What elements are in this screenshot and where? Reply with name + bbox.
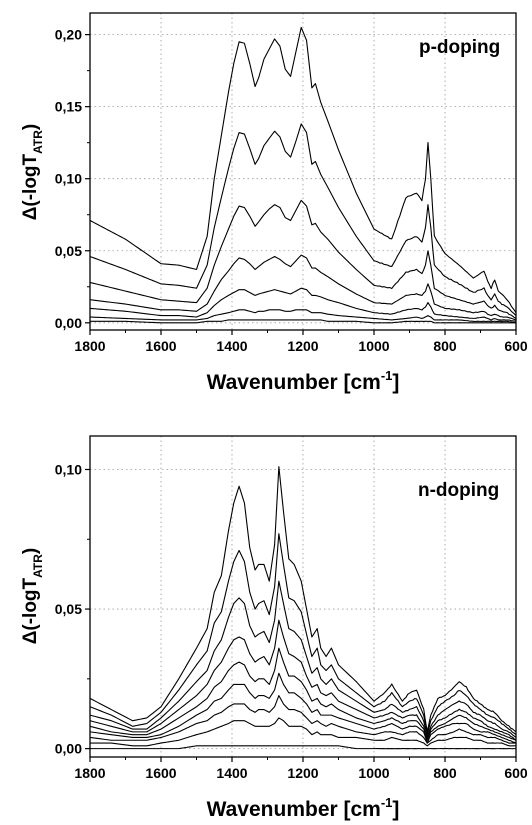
n-doping-chart: 1800 1600 1400 1200 1000 800 600 0,00 0,05 0,10 n… (20, 435, 528, 821)
spectrum-series-3 (89, 580, 517, 739)
y-axis-label: Δ(-logTATR) (20, 124, 45, 221)
spectrum-series-4 (89, 619, 517, 741)
spectrum-series-4 (89, 254, 517, 321)
x-axis-label: Wavenumber [cm-1] (207, 795, 400, 821)
spectrum-series-9 (90, 745, 517, 750)
spectrum-series-3 (89, 199, 517, 319)
x-tick-label: 1800 (74, 338, 105, 354)
spectrum-series-8 (90, 717, 517, 747)
y-tick-label: 0,20 (55, 27, 82, 43)
x-tick-label: 1800 (74, 765, 105, 781)
grid-lines (90, 436, 516, 757)
x-tick-label: 1600 (145, 338, 176, 354)
x-tick-label: 600 (504, 765, 528, 781)
x-tick-label: 800 (433, 338, 457, 354)
spectra-curves (89, 466, 517, 750)
x-tick-label: 1400 (216, 765, 247, 781)
spectrum-series-7 (89, 695, 517, 744)
spectrum-series-5 (89, 647, 517, 741)
grid-lines (90, 13, 516, 330)
spectrum-series-2 (89, 123, 517, 316)
x-tick-label: 1200 (287, 765, 318, 781)
x-tick-label: 1000 (358, 765, 389, 781)
x-tick-label: 1200 (287, 338, 318, 354)
y-axis-label: Δ(-logTATR) (20, 548, 45, 645)
spectrum-series-5 (89, 287, 517, 322)
spectrum-series-7 (90, 319, 517, 324)
x-tick-label: 1600 (145, 765, 176, 781)
x-tick-label: 600 (504, 338, 528, 354)
panel-annotation: p-doping (419, 37, 500, 58)
y-tick-label: 0,05 (55, 243, 82, 259)
spectra-curves (89, 26, 517, 324)
spectrum-series-1 (89, 466, 517, 733)
axis-ticks: 1800 1600 1400 1200 1000 800 600 0,00 0,05 0,10 (55, 461, 528, 781)
x-tick-label: 1000 (358, 338, 389, 354)
y-tick-label: 0,10 (55, 171, 82, 187)
y-tick-label: 0,00 (55, 315, 82, 331)
panel-annotation: n-doping (418, 480, 499, 501)
y-tick-label: 0,05 (55, 601, 82, 617)
y-tick-label: 0,00 (55, 741, 82, 757)
axis-ticks: 1800 1600 1400 1200 1000 800 600 0,00 0,05 0,10 0,… (55, 27, 528, 354)
p-doping-chart: 1800 1600 1400 1200 1000 800 600 0,00 0,05 0,10 0,… (20, 12, 528, 394)
spectrum-series-2 (89, 533, 517, 736)
spectrum-series-1 (89, 26, 517, 314)
x-axis-label: Wavenumber [cm-1] (207, 368, 400, 394)
spectrum-series-6 (89, 309, 517, 324)
x-tick-label: 800 (433, 765, 457, 781)
spectrum-series-6 (89, 672, 517, 744)
y-tick-label: 0,15 (55, 99, 82, 115)
y-tick-label: 0,10 (55, 461, 82, 477)
x-tick-label: 1400 (216, 338, 247, 354)
